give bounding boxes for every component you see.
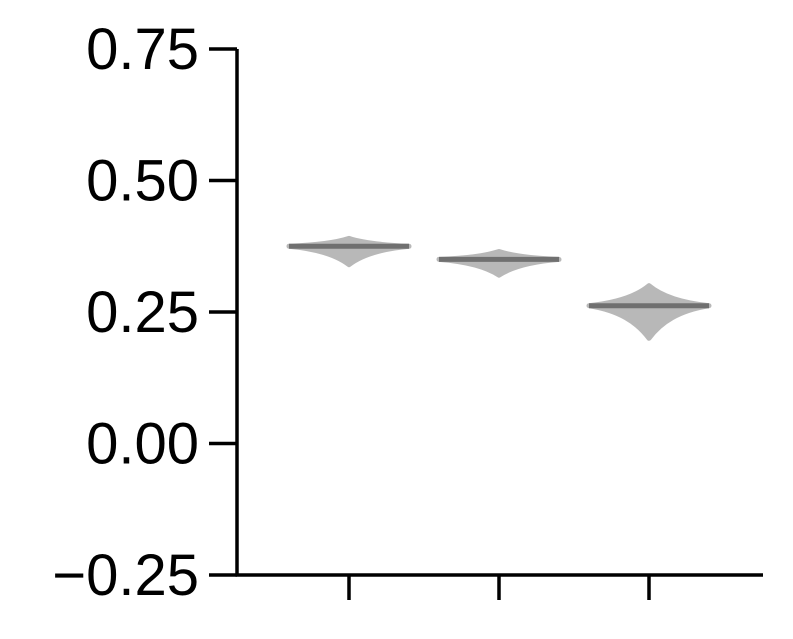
violin-body-2 xyxy=(586,283,712,341)
x-axis-ticks xyxy=(347,575,651,600)
y-tick-label-1: 0.00 xyxy=(86,412,199,477)
violin-body-1 xyxy=(436,249,562,278)
violins xyxy=(286,235,712,341)
violin-body-0 xyxy=(286,235,412,268)
y-tick-label-2: 0.25 xyxy=(86,280,199,345)
y-tick-label-4: 0.75 xyxy=(86,17,199,82)
y-tick-label-0: −0.25 xyxy=(52,543,199,608)
y-axis-ticks: −0.25 0.00 0.25 0.50 0.75 xyxy=(52,17,237,608)
y-tick-label-3: 0.50 xyxy=(86,149,199,214)
